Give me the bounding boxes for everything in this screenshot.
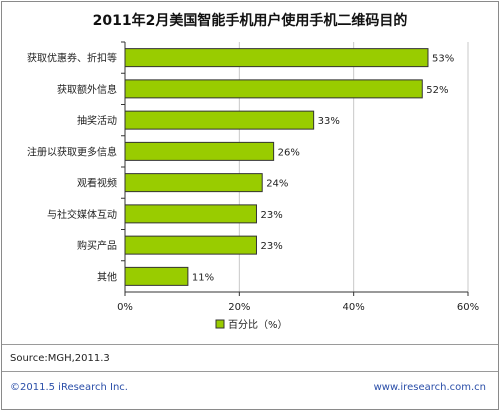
copyright: ©2011.5 iResearch Inc. (10, 382, 128, 393)
bar (124, 79, 423, 99)
category-label: 与社交媒体互动 (47, 208, 117, 221)
x-tick-label: 40% (343, 302, 365, 313)
value-label: 23% (260, 241, 282, 252)
bar (124, 204, 257, 224)
category-label: 抽奖活动 (77, 114, 117, 127)
website-link[interactable]: www.iresearch.com.cn (373, 382, 486, 393)
bar (124, 173, 263, 193)
category-label: 获取额外信息 (57, 83, 117, 96)
x-tick-label: 0% (117, 302, 133, 313)
category-label: 观看视频 (77, 177, 117, 190)
bar (124, 266, 189, 286)
value-label: 52% (426, 85, 448, 96)
legend-swatch (215, 319, 225, 329)
category-label: 获取优惠券、折扣等 (27, 52, 117, 65)
bar (124, 110, 315, 130)
category-label: 购买产品 (77, 239, 117, 252)
divider-top (2, 344, 498, 345)
source-note: Source:MGH,2011.3 (10, 353, 110, 364)
legend-label: 百分比（%） (228, 319, 288, 331)
value-label: 53% (432, 54, 454, 65)
value-label: 33% (318, 116, 340, 127)
chart-title: 2011年2月美国智能手机用户使用手机二维码目的 (92, 13, 408, 29)
bar (124, 48, 429, 68)
bar (124, 141, 275, 161)
x-tick-label: 60% (457, 302, 479, 313)
x-tick-label: 20% (228, 302, 250, 313)
category-label: 注册以获取更多信息 (27, 145, 117, 158)
category-label: 其他 (97, 270, 117, 283)
value-label: 24% (266, 179, 288, 190)
bar (124, 235, 257, 255)
value-label: 23% (260, 210, 282, 221)
value-label: 26% (278, 147, 300, 158)
value-label: 11% (192, 272, 214, 283)
divider-bottom (2, 371, 498, 372)
